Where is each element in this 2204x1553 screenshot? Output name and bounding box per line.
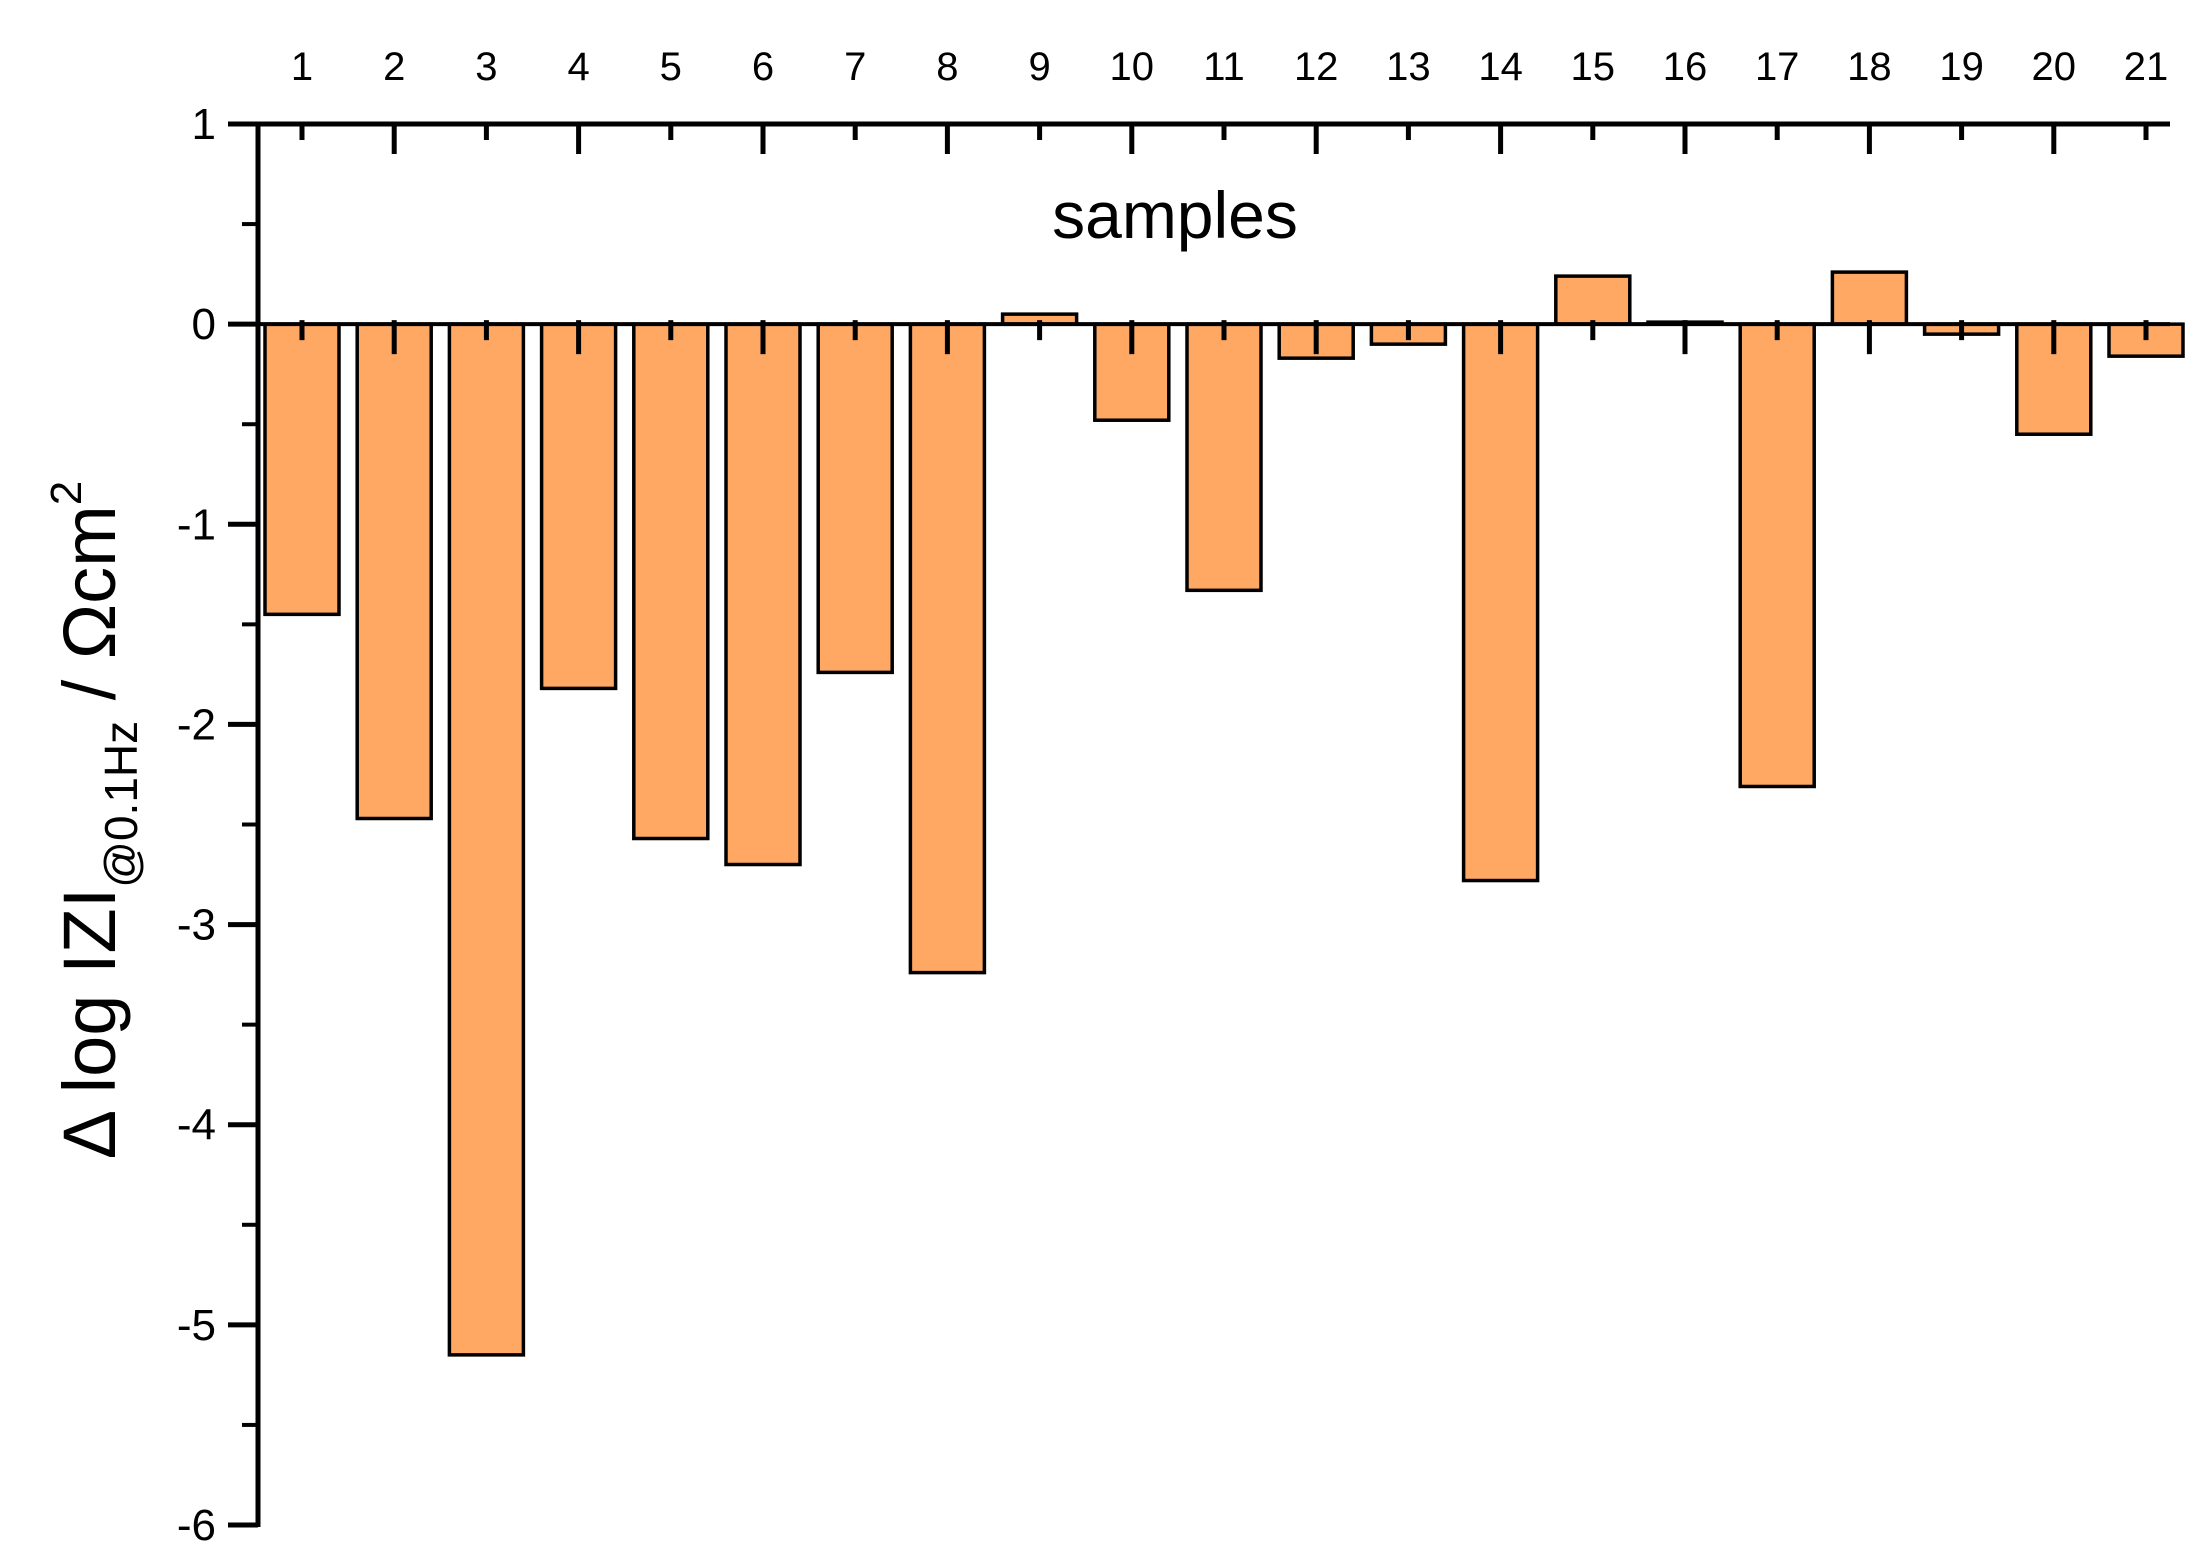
- y-tick-label: -3: [177, 901, 216, 950]
- bar-sample-14: [1461, 322, 1540, 883]
- x-axis-title: samples: [1052, 178, 1298, 252]
- bar-sample-6: [724, 322, 802, 867]
- bars-group: [263, 270, 2185, 1357]
- x-tick-label: 6: [752, 45, 774, 89]
- x-tick-label: 2: [383, 45, 405, 89]
- bar-sample-18: [1830, 270, 1909, 326]
- bar-sample-1: [263, 322, 341, 617]
- bar-sample-11: [1185, 322, 1263, 593]
- y-axis-title-subscript: @0.1Hz: [95, 721, 147, 888]
- y-tick-label: -2: [177, 700, 216, 749]
- bar-sample-7: [816, 322, 894, 675]
- x-tick-label: 14: [1478, 45, 1523, 89]
- x-tick-label: 4: [567, 45, 589, 89]
- y-ticks-group: 1 0 -1 -2 -3 -4 -5 -6: [177, 100, 258, 1550]
- x-ticks-group: 1 2 3 4 5 6 7 8 9 10 11 12 13 14 15 16 17 18 19 20 21: [291, 45, 2169, 355]
- x-tick-label: 10: [1110, 45, 1155, 89]
- bar-sample-17: [1738, 322, 1816, 789]
- y-axis-title-main: Δ log IZI: [48, 888, 131, 1160]
- x-tick-label: 21: [2124, 45, 2169, 89]
- x-tick-label: 7: [844, 45, 866, 89]
- x-tick-label: 11: [1203, 45, 1245, 89]
- y-tick-label: -1: [177, 500, 216, 549]
- y-tick-label: 1: [192, 100, 216, 149]
- x-tick-label: 13: [1386, 45, 1431, 89]
- x-tick-label: 17: [1755, 45, 1800, 89]
- x-tick-label: 18: [1847, 45, 1892, 89]
- y-axis-title-unit: / Ωcm: [48, 505, 131, 721]
- y-axis-title: Δ log IZI@0.1Hz / Ωcm2: [42, 481, 147, 1160]
- y-tick-label: -5: [177, 1301, 216, 1350]
- bar-sample-5: [632, 322, 710, 841]
- bar-sample-8: [908, 322, 987, 975]
- y-axis-title-superscript: 2: [42, 481, 91, 505]
- x-tick-label: 3: [475, 45, 497, 89]
- x-tick-label: 1: [291, 45, 313, 89]
- x-tick-label: 16: [1663, 45, 1708, 89]
- x-tick-label: 19: [1939, 45, 1984, 89]
- bar-sample-2: [355, 322, 433, 821]
- y-tick-label: 0: [192, 300, 216, 349]
- y-tick-label: -4: [177, 1101, 216, 1150]
- x-tick-label: 20: [2032, 45, 2077, 89]
- x-tick-label: 12: [1294, 45, 1339, 89]
- x-tick-label: 15: [1571, 45, 1616, 89]
- y-tick-label: -6: [177, 1501, 216, 1550]
- bar-sample-15: [1554, 274, 1632, 326]
- bar-sample-3: [447, 322, 526, 1357]
- x-tick-label: 8: [936, 45, 958, 89]
- x-tick-label: 9: [1028, 45, 1050, 89]
- bar-sample-4: [539, 322, 618, 691]
- x-tick-label: 5: [660, 45, 682, 89]
